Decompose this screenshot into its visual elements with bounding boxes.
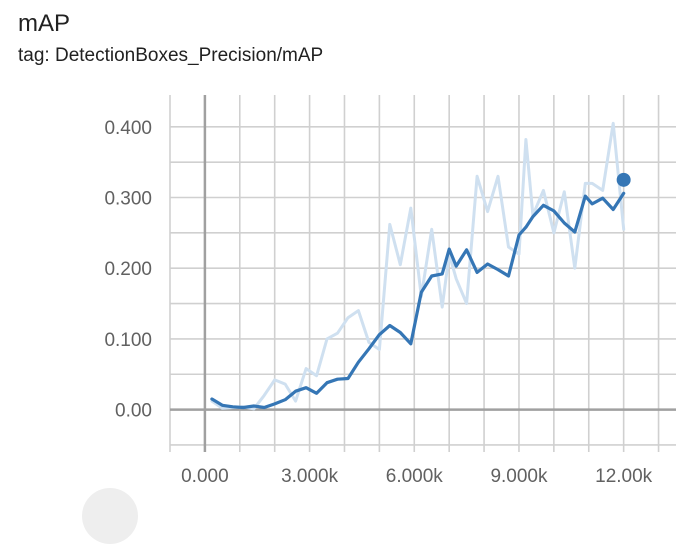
chart-title: mAP xyxy=(18,10,71,37)
raw-series-line xyxy=(210,121,626,411)
y-tick-label: 0.400 xyxy=(104,118,152,139)
x-tick-label: 6.000k xyxy=(386,466,444,487)
y-tick-label: 0.00 xyxy=(115,401,152,422)
x-tick-label: 3.000k xyxy=(281,466,339,487)
line-chart[interactable]: 0.00 0.100 0.200 0.300 0.400 0.000 3.000k 6.000… xyxy=(0,0,682,504)
y-tick-label: 0.300 xyxy=(104,189,152,210)
chart-tag: tag: DetectionBoxes_Precision/mAP xyxy=(18,45,324,66)
chart-card-header: mAP tag: DetectionBoxes_Precision/mAP xyxy=(18,10,323,68)
x-tick-label: 0.000 xyxy=(181,466,229,487)
smoothed-series-line xyxy=(210,191,626,410)
x-tick-label: 12.00k xyxy=(595,466,653,487)
expand-chart-button[interactable] xyxy=(82,488,138,544)
x-tick-label: 9.000k xyxy=(490,466,548,487)
y-tick-label: 0.100 xyxy=(104,330,152,351)
y-tick-label: 0.200 xyxy=(104,259,152,280)
series-end-marker xyxy=(616,172,631,187)
